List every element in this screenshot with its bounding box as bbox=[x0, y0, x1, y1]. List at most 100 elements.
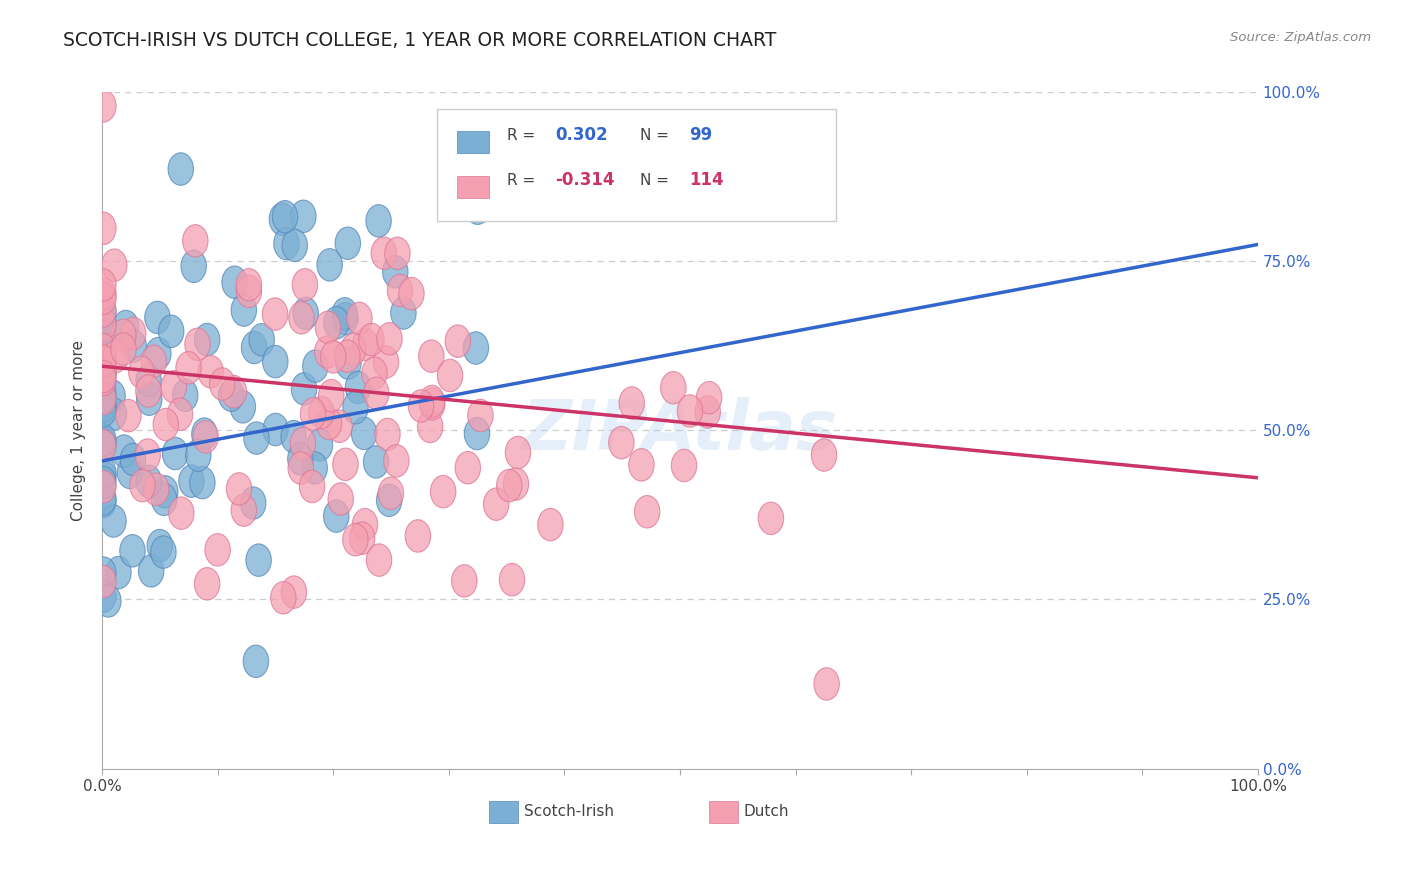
Ellipse shape bbox=[221, 376, 246, 408]
Ellipse shape bbox=[281, 576, 307, 608]
Text: 99: 99 bbox=[689, 127, 713, 145]
Ellipse shape bbox=[343, 524, 368, 556]
Ellipse shape bbox=[194, 323, 219, 356]
Ellipse shape bbox=[240, 487, 266, 519]
Ellipse shape bbox=[90, 557, 117, 590]
Ellipse shape bbox=[90, 304, 117, 336]
Ellipse shape bbox=[333, 302, 359, 334]
FancyBboxPatch shape bbox=[489, 801, 519, 822]
Ellipse shape bbox=[366, 204, 391, 237]
Ellipse shape bbox=[101, 505, 127, 537]
Ellipse shape bbox=[100, 380, 125, 412]
Ellipse shape bbox=[90, 295, 117, 328]
Ellipse shape bbox=[90, 268, 117, 301]
Ellipse shape bbox=[90, 580, 117, 613]
Text: -0.314: -0.314 bbox=[555, 171, 614, 189]
Ellipse shape bbox=[179, 465, 204, 498]
Ellipse shape bbox=[321, 341, 346, 373]
Ellipse shape bbox=[336, 347, 361, 379]
Ellipse shape bbox=[90, 383, 117, 415]
Ellipse shape bbox=[332, 298, 357, 330]
Text: SCOTCH-IRISH VS DUTCH COLLEGE, 1 YEAR OR MORE CORRELATION CHART: SCOTCH-IRISH VS DUTCH COLLEGE, 1 YEAR OR… bbox=[63, 31, 776, 50]
Ellipse shape bbox=[243, 645, 269, 678]
Ellipse shape bbox=[115, 400, 141, 432]
Ellipse shape bbox=[340, 334, 366, 366]
Ellipse shape bbox=[90, 357, 117, 390]
Ellipse shape bbox=[375, 418, 401, 450]
Ellipse shape bbox=[391, 297, 416, 329]
Ellipse shape bbox=[628, 449, 654, 481]
Ellipse shape bbox=[430, 475, 456, 508]
Ellipse shape bbox=[290, 427, 315, 459]
Ellipse shape bbox=[169, 153, 194, 186]
Text: N =: N = bbox=[640, 173, 673, 188]
Ellipse shape bbox=[399, 277, 425, 310]
Text: 114: 114 bbox=[689, 171, 724, 189]
Ellipse shape bbox=[183, 225, 208, 257]
Ellipse shape bbox=[246, 544, 271, 576]
Ellipse shape bbox=[90, 460, 117, 493]
Ellipse shape bbox=[90, 467, 117, 499]
Ellipse shape bbox=[377, 323, 402, 355]
Ellipse shape bbox=[90, 430, 117, 462]
Ellipse shape bbox=[167, 398, 193, 431]
Ellipse shape bbox=[382, 255, 408, 288]
Ellipse shape bbox=[90, 337, 117, 369]
Ellipse shape bbox=[105, 557, 131, 589]
Ellipse shape bbox=[90, 320, 117, 352]
Ellipse shape bbox=[619, 387, 644, 419]
Ellipse shape bbox=[347, 302, 373, 334]
Ellipse shape bbox=[90, 341, 117, 373]
Ellipse shape bbox=[451, 565, 477, 597]
Ellipse shape bbox=[349, 522, 375, 555]
Ellipse shape bbox=[236, 268, 262, 301]
Ellipse shape bbox=[323, 307, 349, 339]
Ellipse shape bbox=[242, 331, 267, 364]
Ellipse shape bbox=[302, 451, 328, 484]
Ellipse shape bbox=[609, 426, 634, 458]
Ellipse shape bbox=[695, 396, 720, 428]
Ellipse shape bbox=[384, 444, 409, 477]
Ellipse shape bbox=[309, 396, 335, 429]
Ellipse shape bbox=[181, 250, 207, 283]
Ellipse shape bbox=[121, 443, 146, 475]
Text: R =: R = bbox=[506, 173, 540, 188]
Ellipse shape bbox=[218, 379, 243, 411]
Ellipse shape bbox=[456, 451, 481, 484]
Ellipse shape bbox=[191, 417, 217, 450]
Ellipse shape bbox=[361, 357, 387, 390]
Ellipse shape bbox=[90, 309, 117, 341]
Ellipse shape bbox=[96, 584, 121, 617]
Ellipse shape bbox=[419, 340, 444, 372]
Ellipse shape bbox=[90, 309, 117, 341]
Ellipse shape bbox=[121, 318, 146, 350]
Ellipse shape bbox=[236, 275, 262, 308]
Ellipse shape bbox=[138, 555, 165, 587]
Ellipse shape bbox=[162, 370, 187, 403]
Ellipse shape bbox=[385, 237, 411, 269]
Ellipse shape bbox=[446, 325, 471, 358]
Ellipse shape bbox=[814, 668, 839, 700]
Ellipse shape bbox=[222, 266, 247, 299]
Ellipse shape bbox=[315, 335, 340, 368]
Ellipse shape bbox=[169, 497, 194, 529]
Ellipse shape bbox=[90, 483, 117, 516]
Ellipse shape bbox=[503, 467, 529, 500]
Text: R =: R = bbox=[506, 128, 540, 143]
Ellipse shape bbox=[136, 364, 162, 397]
Ellipse shape bbox=[90, 343, 117, 376]
Ellipse shape bbox=[333, 448, 359, 481]
Ellipse shape bbox=[328, 483, 353, 516]
Ellipse shape bbox=[270, 582, 297, 614]
Ellipse shape bbox=[184, 328, 211, 360]
Ellipse shape bbox=[90, 323, 117, 355]
Ellipse shape bbox=[90, 294, 117, 327]
Ellipse shape bbox=[226, 473, 252, 505]
Ellipse shape bbox=[90, 388, 117, 420]
Ellipse shape bbox=[499, 564, 524, 596]
Ellipse shape bbox=[103, 340, 128, 373]
Ellipse shape bbox=[405, 520, 430, 552]
Ellipse shape bbox=[90, 380, 117, 412]
Ellipse shape bbox=[186, 439, 211, 471]
Ellipse shape bbox=[205, 533, 231, 566]
